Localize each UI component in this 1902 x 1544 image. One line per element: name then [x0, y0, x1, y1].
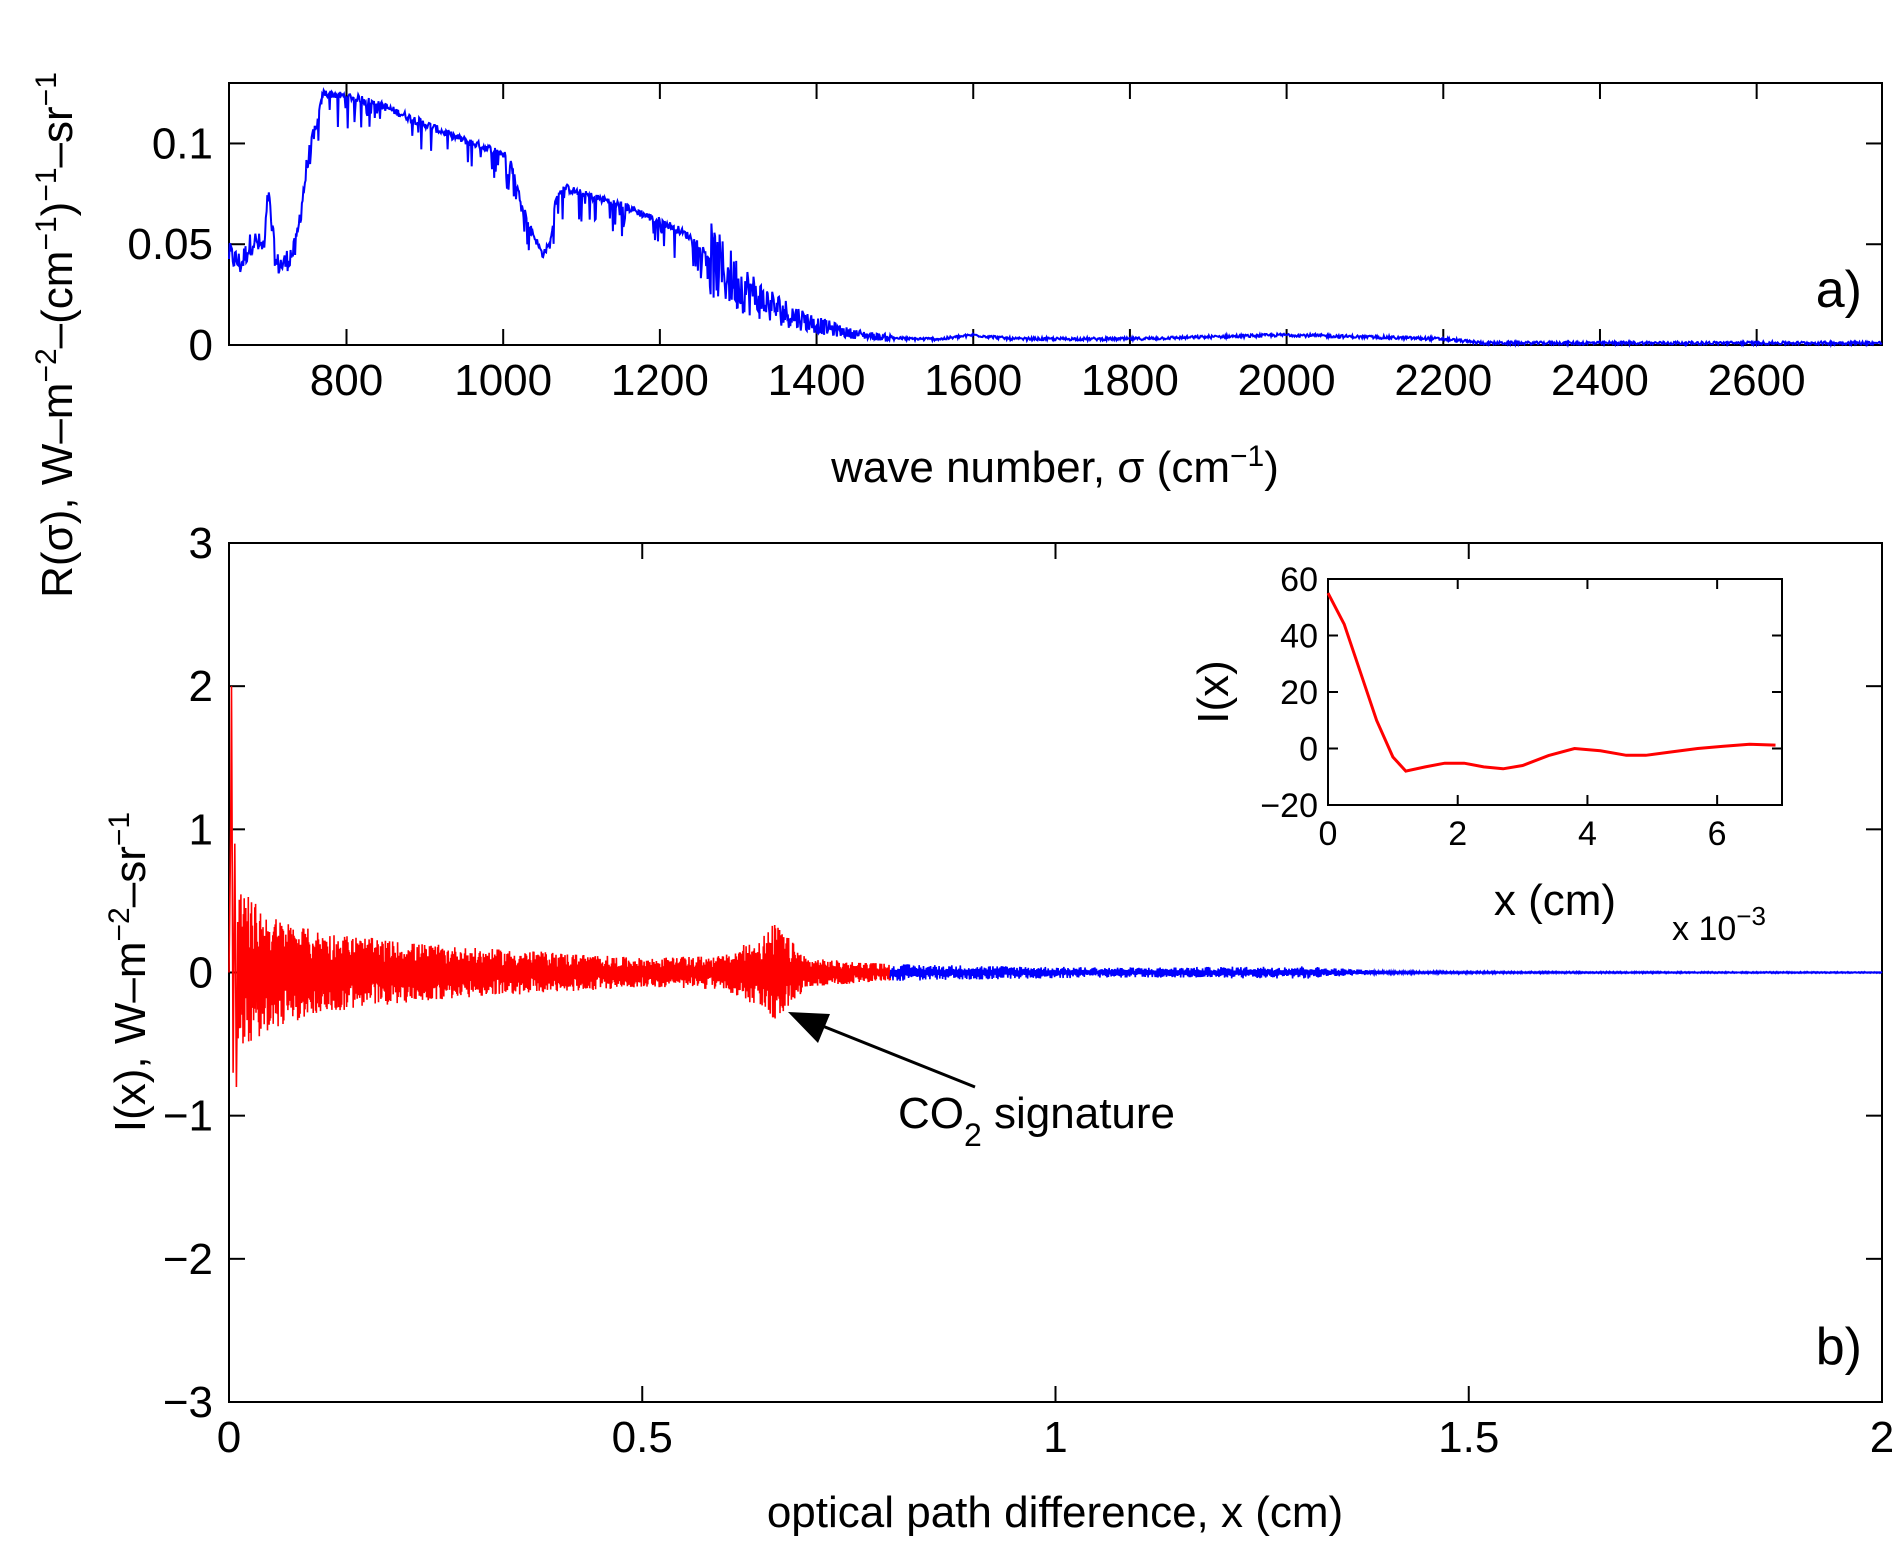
x-tick-label: 2	[1870, 1413, 1894, 1462]
inset-ylabel: I(x)	[1189, 660, 1238, 724]
y-tick-label: 40	[1280, 618, 1318, 656]
panel-a-ticks: 800 1000 1200 1400 1600 1800 2000 2200 2400 2600 0…	[127, 83, 1882, 405]
inset-x-multiplier: x 10−3	[1672, 901, 1766, 948]
x-tick-label: 2600	[1708, 356, 1806, 405]
y-tick-label: −1	[163, 1092, 213, 1141]
inset-xlabel: x (cm)	[1494, 876, 1616, 925]
panel-b-interferogram: 0 0.5 1 1.5 2 −3 −2 −1 0 1 2 3 b) optical path diff…	[103, 519, 1895, 1537]
panel-b-ticks: 0 0.5 1 1.5 2 −3 −2 −1 0 1 2 3	[163, 519, 1894, 1462]
x-tick-label: 2400	[1551, 356, 1649, 405]
x-tick-label: 4	[1578, 815, 1597, 853]
interferogram-blue-line	[889, 964, 1883, 981]
x-tick-label: 1800	[1081, 356, 1179, 405]
panel-a-frame	[228, 82, 1883, 346]
x-tick-label: 800	[310, 356, 383, 405]
x-tick-label: 0	[1319, 815, 1338, 853]
co2-arrow-head	[788, 1012, 830, 1043]
y-tick-label: −20	[1260, 787, 1318, 825]
y-tick-label: 3	[189, 519, 213, 568]
y-tick-label: 0.05	[127, 220, 213, 269]
y-tick-label: 2	[189, 662, 213, 711]
x-tick-label: 1600	[924, 356, 1022, 405]
y-tick-label: 20	[1280, 674, 1318, 712]
x-tick-label: 2000	[1238, 356, 1336, 405]
interferogram-red-line	[228, 686, 891, 1088]
inset-frame	[1327, 578, 1783, 806]
co2-annotation: CO2 signature	[788, 1012, 1175, 1153]
x-tick-label: 1	[1043, 1413, 1067, 1462]
y-tick-label: 1	[189, 805, 213, 854]
y-tick-label: 60	[1280, 561, 1318, 599]
panel-a-label: a)	[1816, 261, 1862, 319]
y-tick-label: −2	[163, 1235, 213, 1284]
y-tick-label: 0	[1299, 731, 1318, 769]
co2-annotation-text: CO2 signature	[898, 1089, 1175, 1153]
x-tick-label: 0	[217, 1413, 241, 1462]
y-tick-label: −3	[163, 1378, 213, 1427]
x-tick-label: 6	[1708, 815, 1727, 853]
x-tick-label: 0.5	[612, 1413, 673, 1462]
inset-line	[1326, 592, 1776, 773]
x-tick-label: 1400	[768, 356, 866, 405]
panel-b-xlabel: optical path difference, x (cm)	[767, 1488, 1343, 1537]
x-tick-label: 2200	[1394, 356, 1492, 405]
y-tick-label: 0	[189, 949, 213, 998]
panel-b-ylabel: I(x), W–m−2–sr−1	[103, 812, 156, 1132]
y-tick-label: 0.1	[152, 119, 213, 168]
panel-a-ylabel: R(σ), W–m−2–(cm−1)−1–sr−1	[30, 72, 83, 598]
panel-a-spectrum: 800 1000 1200 1400 1600 1800 2000 2200 2400 2600 0…	[127, 82, 1883, 493]
y-tick-label: 0	[189, 321, 213, 370]
x-tick-label: 1200	[611, 356, 709, 405]
panel-b-label: b)	[1816, 1318, 1862, 1376]
spectrum-line	[228, 87, 1883, 349]
co2-arrow-shaft	[799, 1015, 976, 1089]
panel-a-xlabel: wave number, σ (cm−1)	[830, 440, 1279, 493]
x-tick-label: 2	[1448, 815, 1467, 853]
x-tick-label: 1000	[454, 356, 552, 405]
x-tick-label: 1.5	[1438, 1413, 1499, 1462]
